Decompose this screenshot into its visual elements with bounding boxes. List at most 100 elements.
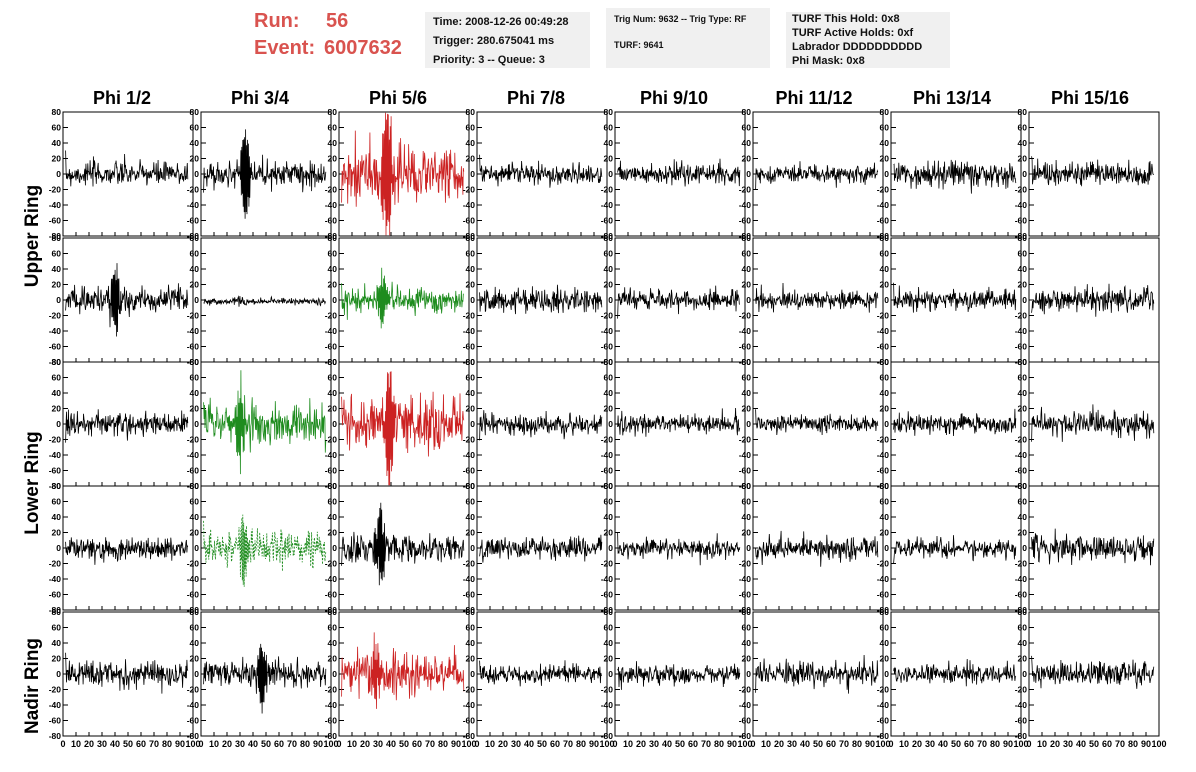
phi-3-4-header: Phi 3/4 bbox=[230, 88, 290, 108]
x-tick-label: 100 bbox=[599, 739, 614, 749]
waveform-trace bbox=[479, 534, 603, 563]
x-tick-label: 10 bbox=[761, 739, 771, 749]
y-tick-label: 80 bbox=[328, 481, 338, 491]
waveform-trace bbox=[203, 643, 327, 714]
y-tick-label: -60 bbox=[739, 716, 752, 726]
y-tick-label: -60 bbox=[463, 590, 476, 600]
y-tick-label: -60 bbox=[1015, 216, 1028, 226]
y-tick-label: -20 bbox=[601, 559, 614, 569]
x-tick-label: 20 bbox=[222, 739, 232, 749]
waveform-panel-r1-c6: -80 -60 -40 -20 0 20 40 60 80 bbox=[877, 233, 1022, 367]
y-tick-label: 60 bbox=[466, 123, 476, 133]
y-tick-label: -80 bbox=[877, 605, 890, 615]
y-tick-label: 60 bbox=[742, 623, 752, 633]
y-tick-label: -40 bbox=[1015, 700, 1028, 710]
y-tick-label: -60 bbox=[49, 216, 62, 226]
y-tick-label: -60 bbox=[1015, 590, 1028, 600]
y-tick-label: 0 bbox=[194, 419, 199, 429]
x-tick-label: 10 bbox=[899, 739, 909, 749]
x-tick-label: 90 bbox=[727, 739, 737, 749]
waveform-panel-r1-c1: -80 -60 -40 -20 0 20 40 60 80 bbox=[187, 233, 332, 367]
phi-1-2-header: Phi 1/2 bbox=[92, 88, 152, 108]
y-tick-label: -20 bbox=[877, 435, 890, 445]
y-tick-label: 20 bbox=[190, 404, 200, 414]
y-tick-label: -60 bbox=[877, 466, 890, 476]
y-tick-label: -40 bbox=[739, 450, 752, 460]
x-tick-label: 0 bbox=[1026, 739, 1031, 749]
y-tick-label: 20 bbox=[52, 404, 62, 414]
y-tick-label: -60 bbox=[601, 590, 614, 600]
y-tick-label: -60 bbox=[601, 216, 614, 226]
y-tick-label: -60 bbox=[325, 590, 338, 600]
y-tick-label: -20 bbox=[49, 685, 62, 695]
y-tick-label: -60 bbox=[877, 342, 890, 352]
y-tick-label: 60 bbox=[880, 623, 890, 633]
y-tick-label: 0 bbox=[746, 169, 751, 179]
y-tick-label: -20 bbox=[601, 311, 614, 321]
y-tick-label: -20 bbox=[49, 311, 62, 321]
x-tick-label: 30 bbox=[511, 739, 521, 749]
y-tick-label: -80 bbox=[187, 605, 200, 615]
y-tick-label: -40 bbox=[877, 450, 890, 460]
waveform-trace bbox=[617, 532, 741, 566]
y-tick-label: -40 bbox=[601, 326, 614, 336]
y-tick-label: 40 bbox=[52, 638, 62, 648]
event-label: Event: bbox=[254, 37, 316, 59]
y-tick-label: 0 bbox=[1022, 419, 1027, 429]
y-tick-label: 40 bbox=[880, 264, 890, 274]
waveform-panel-r3-c1: -80 -60 -40 -20 0 20 40 60 80 bbox=[187, 481, 332, 615]
y-tick-label: 40 bbox=[466, 638, 476, 648]
waveform-trace bbox=[341, 112, 465, 236]
y-tick-label: -60 bbox=[49, 716, 62, 726]
waveform-trace bbox=[755, 530, 879, 567]
y-tick-label: 60 bbox=[190, 623, 200, 633]
y-tick-label: 0 bbox=[332, 419, 337, 429]
phi-9-10-header: Phi 9/10 bbox=[639, 88, 709, 108]
y-tick-label: 60 bbox=[190, 249, 200, 259]
y-tick-label: -20 bbox=[601, 435, 614, 445]
y-tick-label: 0 bbox=[470, 295, 475, 305]
y-tick-label: 80 bbox=[328, 107, 338, 117]
y-tick-label: 20 bbox=[604, 404, 614, 414]
waveform-trace bbox=[617, 285, 741, 319]
y-tick-label: 80 bbox=[880, 233, 890, 243]
x-tick-label: 70 bbox=[563, 739, 573, 749]
y-tick-label: -80 bbox=[601, 231, 614, 241]
y-tick-label: -40 bbox=[49, 700, 62, 710]
y-tick-label: 40 bbox=[328, 388, 338, 398]
y-tick-label: 40 bbox=[328, 512, 338, 522]
labrador-text: Labrador DDDDDDDDDD bbox=[792, 41, 923, 53]
x-tick-label: 80 bbox=[1128, 739, 1138, 749]
y-tick-label: -60 bbox=[739, 466, 752, 476]
y-tick-label: 40 bbox=[742, 138, 752, 148]
x-tick-label: 0 bbox=[198, 739, 203, 749]
waveform-panel-r0-c4: -80 -60 -40 -20 0 20 40 60 80 bbox=[601, 107, 746, 241]
x-tick-label: 10 bbox=[1037, 739, 1047, 749]
x-tick-label: 50 bbox=[261, 739, 271, 749]
x-tick-label: 90 bbox=[1003, 739, 1013, 749]
y-tick-label: 60 bbox=[880, 123, 890, 133]
waveform-panel-r0-c7: -80 -60 -40 -20 0 20 40 60 80 bbox=[1015, 107, 1160, 241]
x-tick-label: 50 bbox=[951, 739, 961, 749]
y-tick-label: -40 bbox=[601, 450, 614, 460]
y-tick-label: 0 bbox=[1022, 169, 1027, 179]
y-tick-label: 60 bbox=[52, 123, 62, 133]
y-tick-label: -40 bbox=[739, 200, 752, 210]
y-tick-label: -40 bbox=[877, 200, 890, 210]
y-tick-label: -40 bbox=[187, 700, 200, 710]
y-tick-label: -20 bbox=[463, 185, 476, 195]
y-tick-label: 20 bbox=[52, 528, 62, 538]
y-tick-label: 20 bbox=[604, 154, 614, 164]
y-tick-label: -40 bbox=[49, 326, 62, 336]
x-tick-label: 70 bbox=[149, 739, 159, 749]
y-tick-label: -20 bbox=[877, 311, 890, 321]
y-tick-label: -80 bbox=[1015, 605, 1028, 615]
y-tick-label: -60 bbox=[187, 342, 200, 352]
turf-text: TURF: 9641 bbox=[614, 40, 664, 50]
y-tick-label: 60 bbox=[604, 623, 614, 633]
y-tick-label: 80 bbox=[880, 357, 890, 367]
x-tick-label: 30 bbox=[97, 739, 107, 749]
panel-frame bbox=[890, 485, 1022, 611]
